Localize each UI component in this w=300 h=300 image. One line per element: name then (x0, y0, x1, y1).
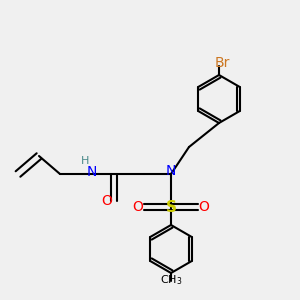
Text: O: O (101, 194, 112, 208)
Text: CH$_3$: CH$_3$ (160, 274, 182, 287)
Text: Br: Br (214, 56, 230, 70)
Text: H: H (81, 157, 90, 166)
Text: S: S (166, 200, 176, 214)
Text: N: N (86, 165, 97, 178)
Text: O: O (199, 200, 209, 214)
Text: O: O (133, 200, 143, 214)
Text: N: N (166, 164, 176, 178)
